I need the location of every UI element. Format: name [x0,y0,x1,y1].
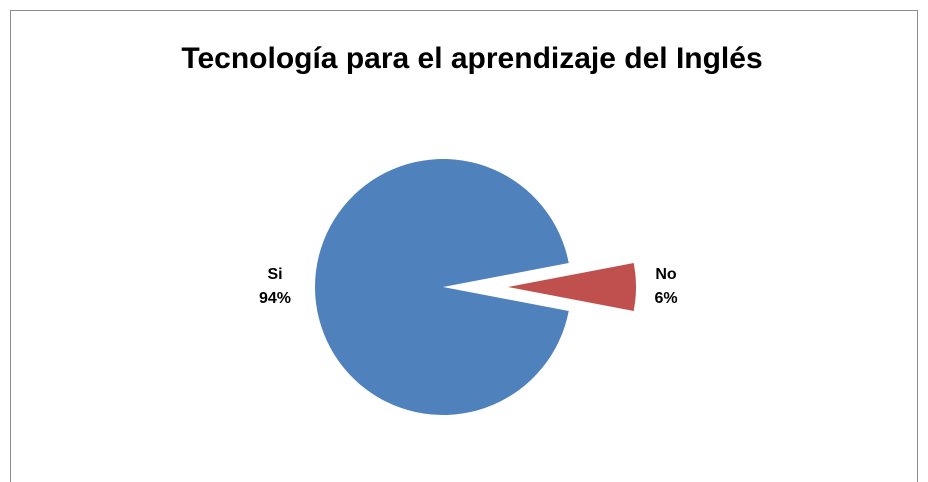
slice-category-label: Si [267,266,282,283]
pie-slice [315,158,569,416]
chart-title: Tecnología para el aprendizaje del Inglé… [181,42,762,75]
slice-category-label: No [655,266,677,283]
slice-value-label: 94% [259,290,291,307]
pie-slice [508,263,636,311]
slice-value-label: 6% [654,290,677,307]
